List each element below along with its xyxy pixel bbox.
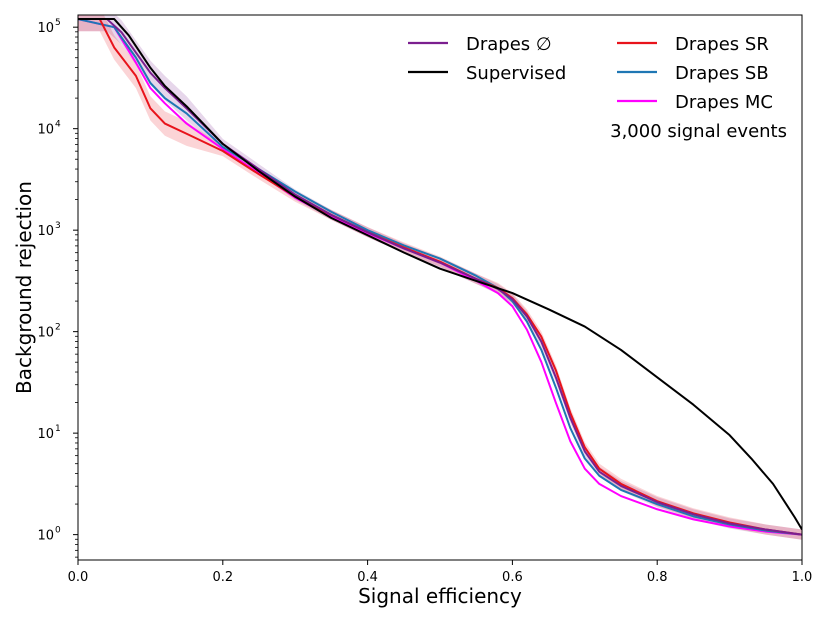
band-drapes-sr [78, 15, 802, 540]
x-axis-ticks: 0.0 0.2 0.4 0.6 0.8 1.0 [68, 560, 813, 585]
legend-item-drapes-sr: Drapes SR [617, 34, 769, 55]
legend: Drapes ∅ Supervised Drapes SR Drapes SB Drap… [408, 34, 773, 113]
y-tick-label: 10 [37, 123, 54, 138]
y-tick-exponent: 5 [55, 18, 61, 28]
legend-label: Drapes SB [675, 63, 769, 84]
x-tick-label: 0.4 [357, 570, 378, 585]
y-tick-exponent: 2 [55, 323, 61, 333]
plot-frame [77, 14, 803, 561]
legend-label: Drapes MC [675, 92, 773, 113]
band-drapes-null [78, 15, 802, 540]
y-tick-label: 10 [37, 427, 54, 442]
legend-item-drapes-sb: Drapes SB [617, 63, 769, 84]
y-axis-title: Background rejection [12, 181, 36, 394]
x-tick-label: 0.2 [212, 570, 233, 585]
signal-events-annotation: 3,000 signal events [610, 121, 787, 142]
line-drapes-null [78, 18, 802, 536]
x-tick-label: 0.6 [502, 570, 523, 585]
legend-item-drapes-mc: Drapes MC [617, 92, 773, 113]
x-tick-label: 0.0 [68, 570, 89, 585]
y-tick-label: 10 [37, 326, 54, 341]
y-tick-exponent: 4 [55, 120, 61, 130]
line-supervised [78, 18, 802, 531]
x-tick-label: 0.8 [647, 570, 668, 585]
x-tick-label: 1.0 [792, 570, 813, 585]
y-tick-label: 10 [37, 529, 54, 544]
legend-label: Supervised [466, 63, 566, 84]
legend-label: Drapes SR [675, 34, 769, 55]
y-tick-label: 10 [37, 224, 54, 239]
y-tick-exponent: 0 [55, 526, 61, 536]
legend-item-drapes-null: Drapes ∅ [408, 34, 552, 55]
y-tick-label: 10 [37, 21, 54, 36]
series-lines [78, 18, 802, 536]
legend-label: Drapes ∅ [466, 34, 552, 55]
line-drapes-sb [78, 18, 802, 536]
y-tick-exponent: 3 [55, 221, 61, 231]
line-drapes-mc [78, 18, 802, 536]
legend-item-supervised: Supervised [408, 63, 566, 84]
uncertainty-bands [78, 15, 802, 540]
y-tick-exponent: 1 [55, 424, 61, 434]
x-axis-title: Signal efficiency [358, 584, 522, 608]
